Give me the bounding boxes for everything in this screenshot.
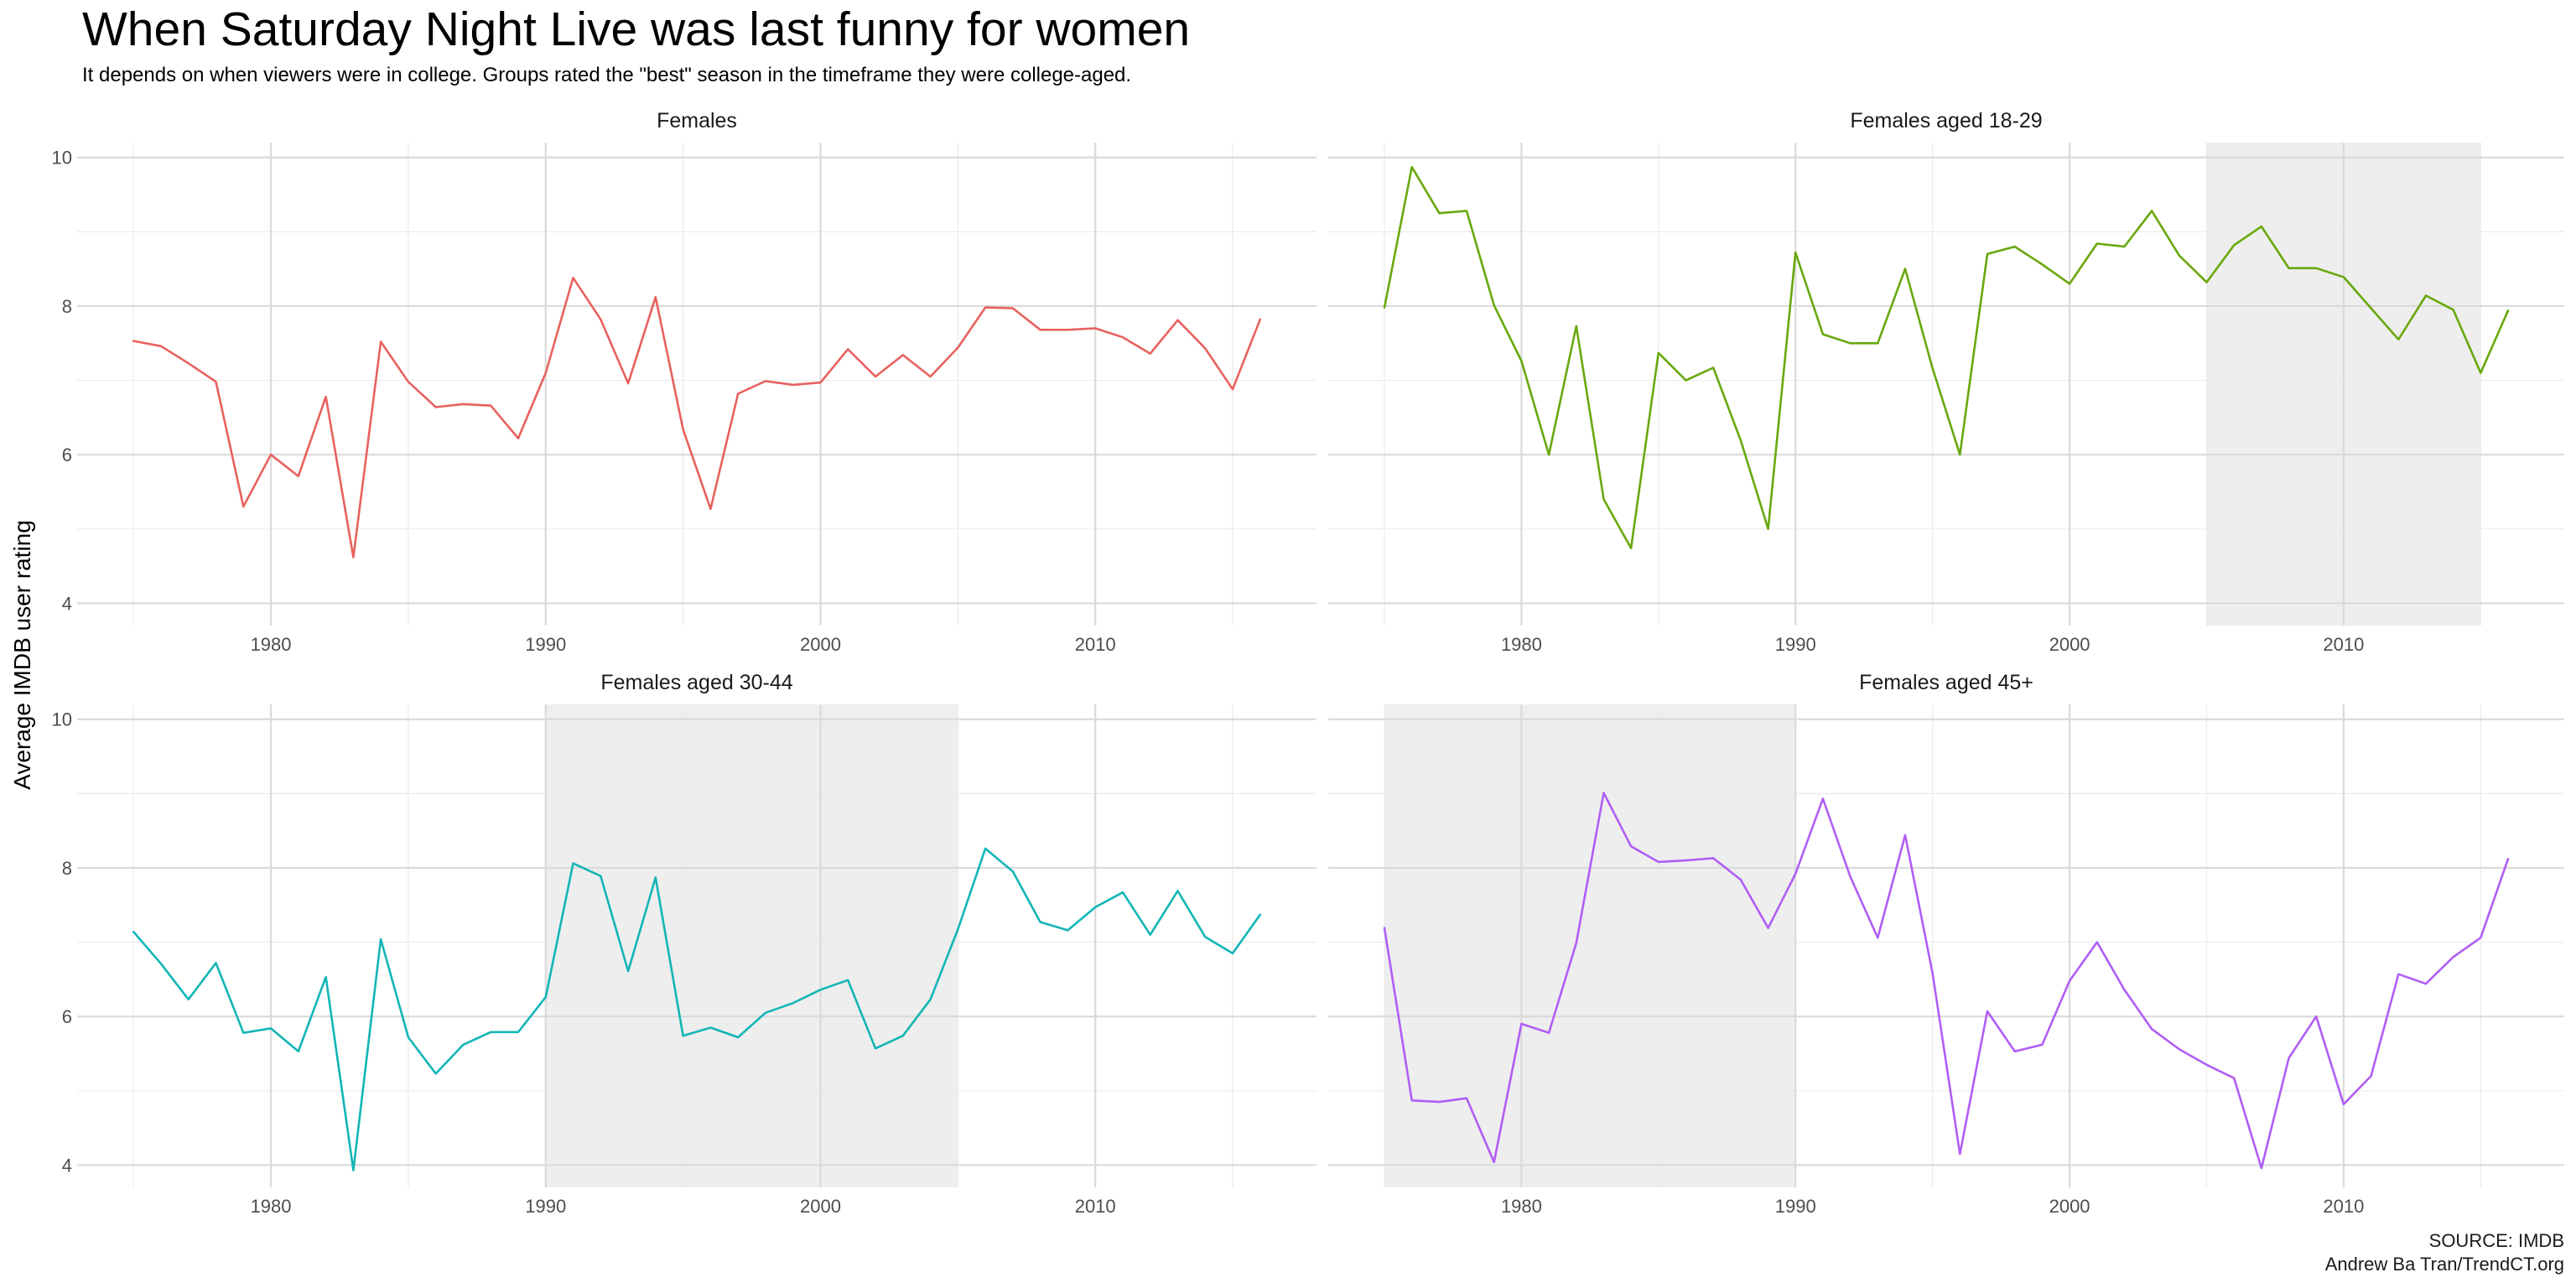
chart-subtitle: It depends on when viewers were in colle… (82, 64, 1132, 86)
caption-author: Andrew Ba Tran/TrendCT.org (2325, 1254, 2564, 1275)
y-axis-label: Average IMDB user rating (9, 520, 35, 790)
x-tick-label: 2000 (800, 1196, 841, 1217)
chart-title: When Saturday Night Live was last funny … (82, 3, 1191, 56)
x-tick-label: 1990 (1775, 634, 1816, 655)
y-tick-label: 8 (62, 296, 72, 317)
caption-source: SOURCE: IMDB (2429, 1230, 2564, 1251)
panel-4: Females aged 45+ 1980 1990 2000 2010 (1328, 671, 2564, 1217)
y-tick-label: 8 (62, 858, 72, 879)
x-tick-label: 1980 (251, 1196, 292, 1217)
college-age-shade (1384, 704, 1796, 1187)
panel-title: Females (657, 109, 737, 132)
x-tick-label: 2010 (1075, 634, 1116, 655)
panel-title: Females aged 45+ (1859, 671, 2033, 694)
y-tick-label: 10 (52, 148, 72, 169)
x-tick-label: 1990 (1775, 1196, 1816, 1217)
panel-title: Females aged 30-44 (600, 671, 792, 694)
y-tick-label: 6 (62, 444, 72, 465)
series-line (1383, 792, 2510, 1170)
x-tick-label: 1990 (525, 634, 566, 655)
x-tick-label: 1980 (1501, 1196, 1542, 1217)
x-tick-label: 2000 (800, 634, 841, 655)
x-tick-label: 1980 (1501, 634, 1542, 655)
college-age-shade (545, 704, 958, 1187)
series-line (132, 847, 1262, 1171)
panel-1: Females 1980 1990 2000 2010 4 6 8 10 (52, 109, 1317, 655)
x-tick-label: 1980 (251, 634, 292, 655)
x-tick-label: 2010 (2323, 1196, 2364, 1217)
y-tick-label: 4 (62, 1155, 72, 1176)
x-tick-label: 2000 (2049, 1196, 2090, 1217)
series-line (1383, 165, 2510, 550)
panel-3: Females aged 30-44 1980 1990 2000 2010 4 6 8 10 (52, 671, 1317, 1217)
y-tick-label: 6 (62, 1006, 72, 1027)
y-tick-label: 4 (62, 593, 72, 614)
x-tick-label: 2010 (1075, 1196, 1116, 1217)
x-tick-label: 1990 (525, 1196, 566, 1217)
panel-2: Females aged 18-29 1980 1990 2000 2010 (1328, 109, 2564, 655)
panel-title: Females aged 18-29 (1850, 109, 2042, 132)
y-tick-label: 10 (52, 709, 72, 730)
series-line (132, 276, 1262, 558)
x-tick-label: 2010 (2323, 634, 2364, 655)
x-tick-label: 2000 (2049, 634, 2090, 655)
